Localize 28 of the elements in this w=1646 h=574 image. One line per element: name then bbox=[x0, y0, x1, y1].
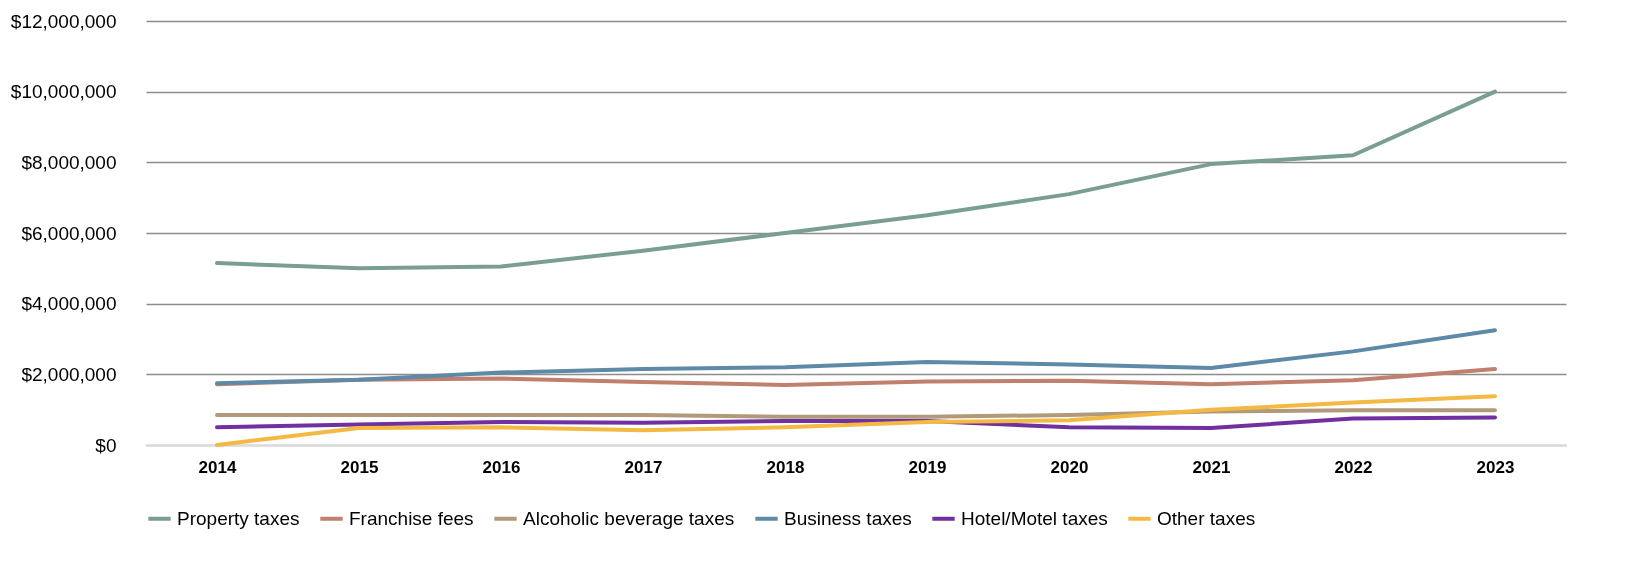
x-tick-label: 2019 bbox=[908, 457, 947, 477]
line-series bbox=[215, 394, 1497, 447]
line-series bbox=[215, 328, 1497, 386]
legend-label: Alcoholic beverage taxes bbox=[523, 507, 735, 529]
x-tick-label: 2018 bbox=[766, 457, 805, 477]
line-series bbox=[215, 89, 1497, 271]
legend-label: Franchise fees bbox=[349, 507, 474, 529]
x-tick-label: 2020 bbox=[1050, 457, 1089, 477]
legend-label: Business taxes bbox=[784, 507, 912, 529]
line-series bbox=[215, 408, 1497, 419]
x-tick-label: 2023 bbox=[1476, 457, 1515, 477]
y-tick-label: $0 bbox=[95, 434, 117, 456]
y-tick-label: $12,000,000 bbox=[10, 10, 117, 32]
y-tick-label: $2,000,000 bbox=[21, 363, 117, 385]
legend-label: Other taxes bbox=[1157, 507, 1256, 529]
x-tick-label: 2017 bbox=[624, 457, 663, 477]
x-tick-label: 2016 bbox=[482, 457, 521, 477]
x-tick-label: 2014 bbox=[198, 457, 237, 477]
y-tick-label: $4,000,000 bbox=[21, 293, 117, 315]
legend-label: Hotel/Motel taxes bbox=[961, 507, 1108, 529]
x-tick-label: 2022 bbox=[1334, 457, 1373, 477]
line-series bbox=[215, 415, 1497, 431]
y-tick-label: $6,000,000 bbox=[21, 222, 117, 244]
y-tick-label: $10,000,000 bbox=[10, 81, 117, 103]
y-tick-label: $8,000,000 bbox=[21, 151, 117, 173]
legend-label: Property taxes bbox=[177, 507, 300, 529]
x-tick-label: 2015 bbox=[340, 457, 379, 477]
x-tick-label: 2021 bbox=[1192, 457, 1231, 477]
